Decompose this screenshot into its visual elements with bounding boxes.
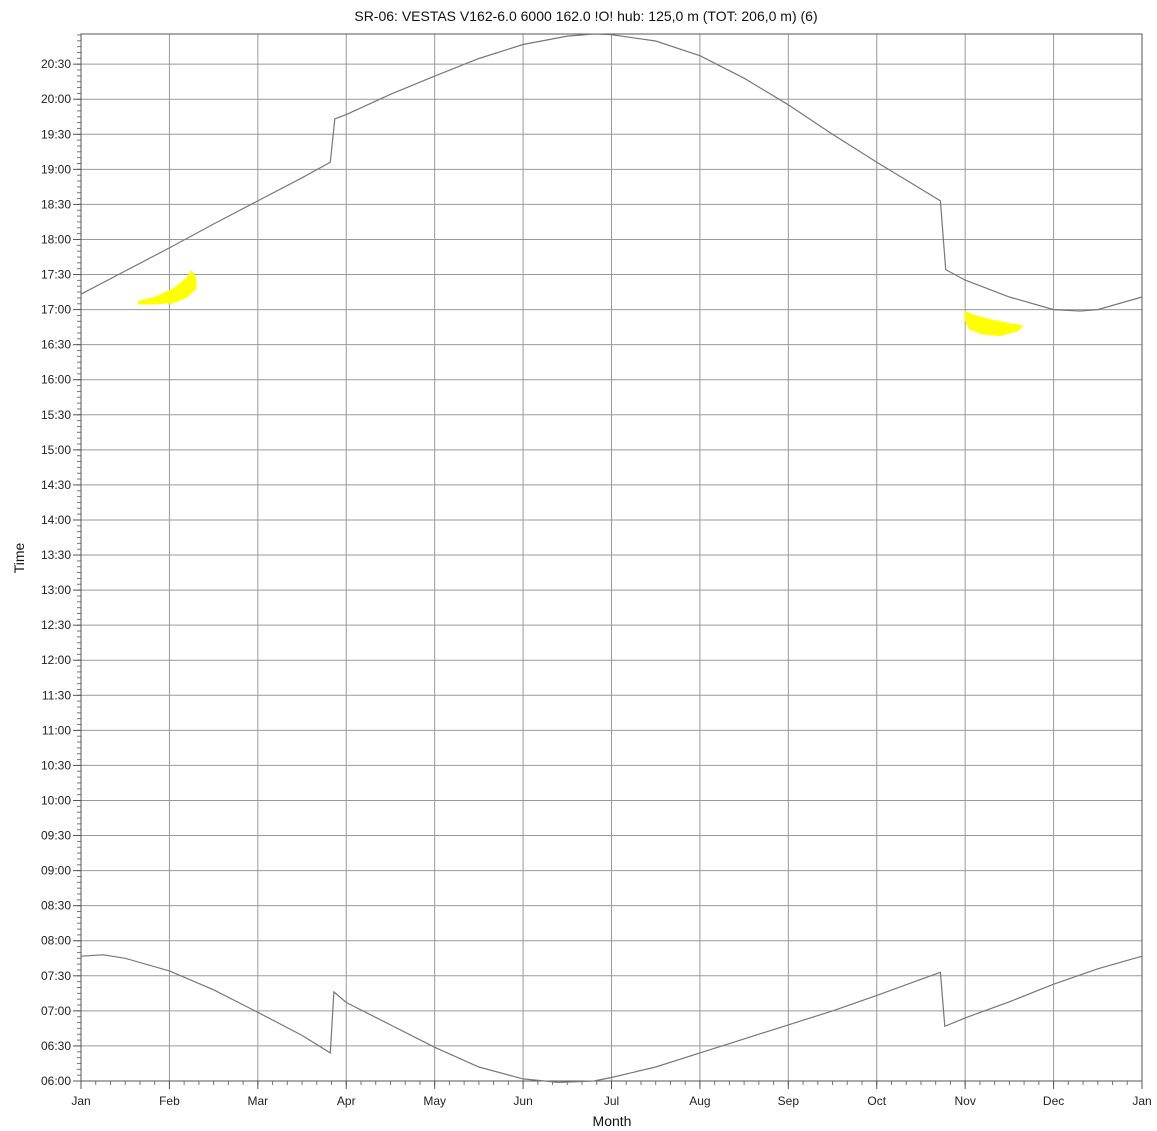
- y-tick-label: 20:30: [41, 57, 71, 71]
- y-tick-label: 07:00: [41, 1004, 71, 1018]
- y-tick-label: 16:00: [41, 373, 71, 387]
- shadow-region: [138, 270, 197, 305]
- x-tick-label: Jun: [513, 1094, 532, 1108]
- y-tick-label: 18:30: [41, 197, 71, 211]
- x-tick-label: Feb: [159, 1094, 180, 1108]
- shadow-regions: [138, 270, 1024, 337]
- y-tick-label: 15:30: [41, 408, 71, 422]
- vertical-gridlines: [80, 34, 1143, 1089]
- y-tick-label: 09:30: [41, 829, 71, 843]
- y-tick-label: 20:00: [41, 92, 71, 106]
- y-tick-label: 17:30: [41, 268, 71, 282]
- y-tick-label: 16:30: [41, 338, 71, 352]
- y-tick-label: 13:00: [41, 583, 71, 597]
- y-tick-label: 11:00: [42, 723, 71, 737]
- y-tick-label: 06:30: [41, 1039, 71, 1053]
- x-tick-label: May: [423, 1094, 446, 1108]
- y-tick-label: 13:30: [41, 548, 71, 562]
- y-tick-label: 08:30: [41, 899, 71, 913]
- y-axis-title: Time: [11, 542, 27, 573]
- y-tick-label: 19:30: [41, 127, 71, 141]
- y-tick-label: 08:00: [41, 934, 71, 948]
- x-tick-label: Mar: [247, 1094, 268, 1108]
- y-tick-label: 12:00: [41, 653, 71, 667]
- y-tick-label: 12:30: [41, 618, 71, 632]
- x-tick-label: Nov: [954, 1094, 975, 1108]
- y-tick-label: 07:30: [41, 969, 71, 983]
- x-tick-label: Aug: [689, 1094, 710, 1108]
- x-tick-label: Jul: [604, 1094, 619, 1108]
- y-tick-label: 09:00: [41, 864, 71, 878]
- y-tick-labels: 06:00 06:30 07:00 07:30 08:00 08:30 09:00 09:30…: [41, 57, 71, 1088]
- y-tick-label: 06:00: [41, 1074, 71, 1088]
- y-tick-label: 11:30: [42, 688, 71, 702]
- y-tick-label: 15:00: [41, 443, 71, 457]
- x-tick-labels: Jan Feb Mar Apr May Jun Jul Aug Sep Oct Nov Dec Jan: [71, 1094, 1151, 1108]
- y-tick-label: 14:30: [41, 478, 71, 492]
- x-tick-label: Sep: [778, 1094, 800, 1108]
- x-tick-label: Jan: [71, 1094, 90, 1108]
- x-axis-title: Month: [593, 1113, 632, 1129]
- series-line: [80, 954, 1143, 1084]
- chart-title: SR-06: VESTAS V162-6.0 6000 162.0 !O! hu…: [354, 8, 817, 24]
- x-tick-label: Dec: [1043, 1094, 1064, 1108]
- series-lines: [80, 33, 1143, 1084]
- y-tick-label: 10:30: [41, 758, 71, 772]
- plot-frame: [80, 33, 1143, 1082]
- x-tick-label: Jan: [1132, 1094, 1151, 1108]
- y-tick-label: 17:00: [41, 303, 71, 317]
- x-tick-label: Apr: [337, 1094, 356, 1108]
- y-tick-label: 18:00: [41, 232, 71, 246]
- series-line: [80, 33, 1143, 312]
- y-tick-label: 14:00: [41, 513, 71, 527]
- shadow-region: [964, 310, 1024, 337]
- x-tick-label: Oct: [867, 1094, 886, 1108]
- y-tick-label: 10:00: [41, 793, 71, 807]
- y-tick-label: 19:00: [41, 162, 71, 176]
